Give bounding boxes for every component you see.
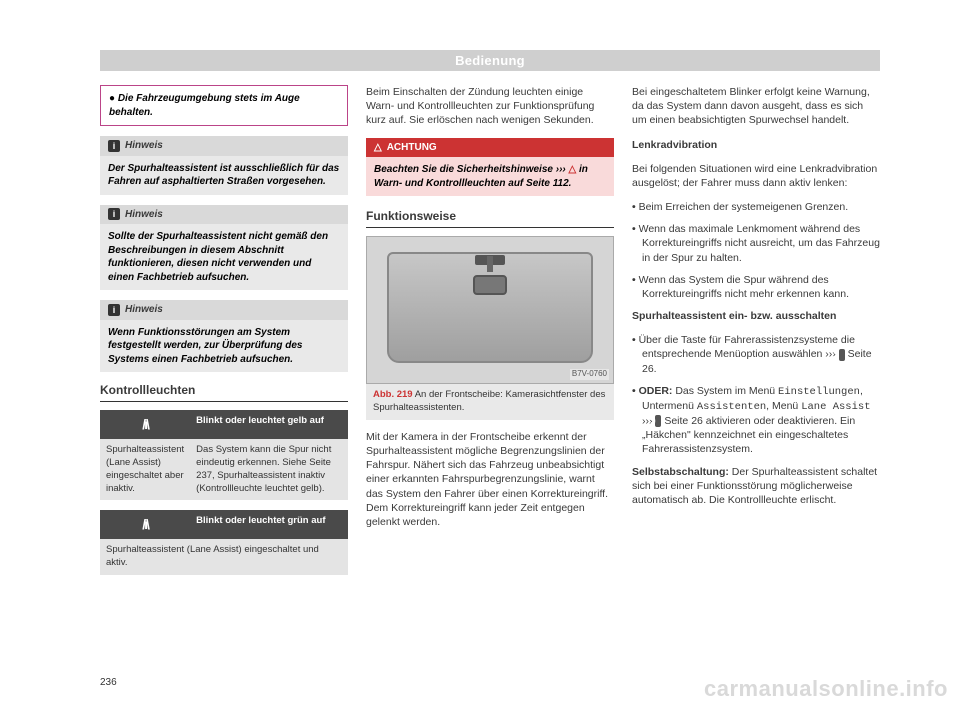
- page-number: 236: [100, 677, 117, 688]
- figure-tag: B7V-0760: [570, 369, 609, 380]
- heading-ein-ausschalten: Spurhalteassistent ein- bzw. ausschalten: [632, 309, 880, 323]
- bullet-item: Wenn das System die Spur während des Kor…: [632, 273, 880, 301]
- note-3-title: Hinweis: [125, 303, 163, 317]
- figure-number: Abb. 219: [373, 389, 413, 400]
- heading-lenkradvibration: Lenkradvibration: [632, 138, 880, 152]
- text: Über die Taste für Fahrerassistenzsystem…: [639, 334, 855, 360]
- lane-icon-yellow: /ı\: [100, 410, 190, 439]
- achtung-title: ACHTUNG: [387, 141, 437, 155]
- table-header-yellow: Blinkt oder leuchtet gelb auf: [190, 410, 348, 439]
- menu-einstellungen: Einstellungen: [778, 386, 860, 398]
- indicator-table: /ı\ Blinkt oder leuchtet gelb auf Spurha…: [100, 410, 348, 575]
- column-1: ● Die Fahrzeugumgebung stets im Auge beh…: [100, 85, 348, 575]
- table-cell: Spurhalteassistent (Lane Assist) eingesc…: [100, 539, 348, 575]
- lane-icon-green: /ı\: [100, 510, 190, 539]
- info-icon: i: [108, 208, 120, 220]
- achtung-header: △ ACHTUNG: [366, 138, 614, 158]
- three-columns: ● Die Fahrzeugumgebung stets im Auge beh…: [100, 85, 880, 575]
- info-icon: i: [108, 304, 120, 316]
- table-cell: Das System kann die Spur nicht eindeutig…: [190, 439, 348, 500]
- mirror-stalk: [487, 256, 493, 272]
- rearview-mirror: [473, 275, 507, 295]
- text: , Menü: [766, 400, 801, 412]
- windshield-illustration: [367, 237, 613, 383]
- bullet-item: Beim Erreichen der systemeigenen Grenzen…: [632, 200, 880, 214]
- table-header-green: Blinkt oder leuchtet grün auf: [190, 510, 348, 539]
- menu-assistenten: Assistenten: [697, 401, 766, 413]
- watermark: carmanualsonline.info: [704, 676, 948, 702]
- text: Seite 26 aktivieren oder deaktivieren. E…: [642, 415, 855, 455]
- column-3: Bei eingeschaltetem Blinker erfolgt kein…: [632, 85, 880, 575]
- text: Das System im Menü: [675, 385, 778, 397]
- note-1-title: Hinweis: [125, 139, 163, 153]
- table-row: Spurhalteassistent (Lane Assist) eingesc…: [100, 539, 348, 575]
- text-bold: ODER:: [639, 385, 676, 397]
- note-3-header: i Hinweis: [100, 300, 348, 320]
- bullet-item: ODER: Das System im Menü Einstellungen , …: [632, 384, 880, 457]
- section-kontrollleuchten: Kontrollleuchten: [100, 382, 348, 402]
- note-1-header: i Hinweis: [100, 136, 348, 156]
- heading-selbstabschaltung: Selbstabschaltung:: [632, 466, 732, 478]
- figure-219: B7V-0760: [366, 236, 614, 384]
- bullet-item: Über die Taste für Fahrerassistenzsystem…: [632, 333, 880, 376]
- note-2-body: Sollte der Spurhalteassistent nicht gemä…: [100, 224, 348, 290]
- note-2-header: i Hinweis: [100, 205, 348, 225]
- manual-page: Bedienung ● Die Fahrzeugumgebung stets i…: [0, 0, 960, 708]
- figure-caption: Abb. 219 An der Frontscheibe: Kamerasich…: [366, 384, 614, 420]
- column-2: Beim Einschalten der Zündung leuchten ei…: [366, 85, 614, 575]
- table-row: /ı\ Blinkt oder leuchtet grün auf: [100, 510, 348, 539]
- achtung-text-a: Beachten Sie die Sicherheitshinweise ›››: [374, 164, 569, 175]
- table-cell: Spurhalteassistent (Lane Assist) eingesc…: [100, 439, 190, 500]
- paragraph: Beim Einschalten der Zündung leuchten ei…: [366, 85, 614, 128]
- note-1-body: Der Spurhalteassistent ist ausschließlic…: [100, 156, 348, 195]
- menu-lane-assist: Lane Assist: [801, 401, 870, 413]
- bullet-item: Wenn das maximale Lenkmoment während des…: [632, 222, 880, 265]
- paragraph: Mit der Kamera in der Frontscheibe erken…: [366, 430, 614, 529]
- paragraph: Bei eingeschaltetem Blinker erfolgt kein…: [632, 85, 880, 128]
- section-funktionsweise: Funktionsweise: [366, 208, 614, 228]
- warning-box: ● Die Fahrzeugumgebung stets im Auge beh…: [100, 85, 348, 126]
- note-2-title: Hinweis: [125, 208, 163, 222]
- page-header: Bedienung: [100, 50, 880, 71]
- paragraph: Bei folgenden Situationen wird eine Lenk…: [632, 162, 880, 190]
- warning-triangle-icon: △: [374, 141, 382, 155]
- paragraph-selbstabschaltung: Selbstabschaltung: Der Spurhalteassisten…: [632, 465, 880, 508]
- table-row: /ı\ Blinkt oder leuchtet gelb auf: [100, 410, 348, 439]
- achtung-body: Beachten Sie die Sicherheitshinweise ›››…: [366, 157, 614, 196]
- note-3-body: Wenn Funktionsstörungen am System festge…: [100, 320, 348, 373]
- table-row: Spurhalteassistent (Lane Assist) eingesc…: [100, 439, 348, 500]
- info-icon: i: [108, 140, 120, 152]
